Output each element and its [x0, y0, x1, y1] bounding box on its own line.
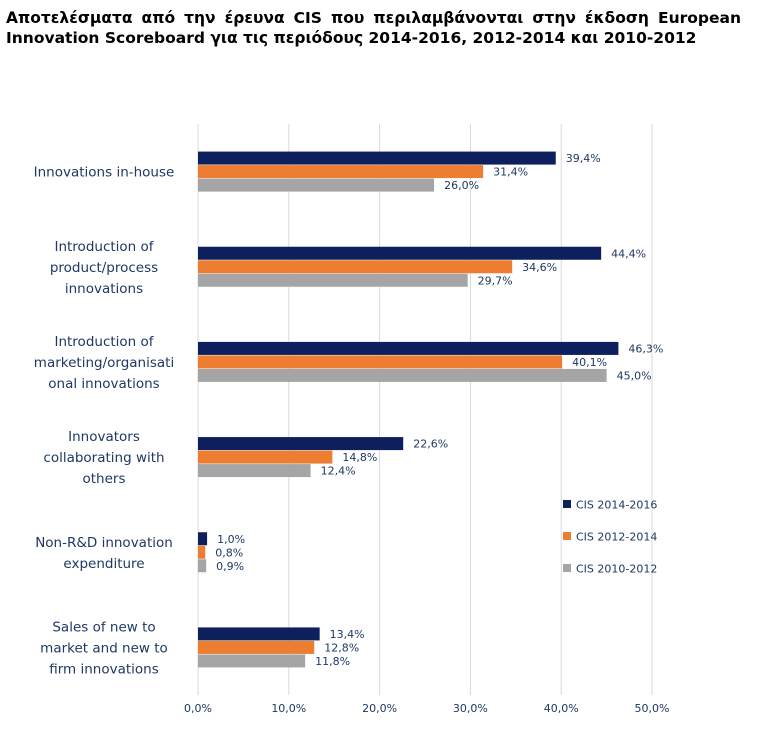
- legend-label: CIS 2010-2012: [576, 563, 657, 576]
- bar: [198, 260, 513, 274]
- data-label: 12,4%: [321, 465, 356, 478]
- data-label: 1,0%: [217, 533, 245, 546]
- bar: [198, 654, 306, 668]
- data-label: 44,4%: [611, 247, 646, 260]
- bar: [198, 437, 404, 451]
- legend-swatch: [563, 500, 571, 508]
- category-label: Innovators collaborating with others: [43, 429, 164, 487]
- bar: [198, 450, 333, 464]
- category-label: Introduction of product/process innovation…: [50, 239, 158, 297]
- category-label: Non-R&D innovation expenditure: [35, 535, 173, 572]
- data-label: 46,3%: [628, 342, 663, 355]
- data-label: 34,6%: [522, 261, 557, 274]
- x-tick-label: 20,0%: [362, 702, 397, 715]
- bar: [198, 246, 602, 260]
- data-label: 45,0%: [617, 369, 652, 382]
- data-label: 31,4%: [493, 166, 528, 179]
- data-label: 0,8%: [215, 546, 243, 559]
- x-tick-label: 30,0%: [453, 702, 488, 715]
- x-tick-label: 10,0%: [271, 702, 306, 715]
- bar: [198, 368, 607, 382]
- legend: CIS 2014-2016 CIS 2012-2014 CIS 2010-2012: [563, 499, 657, 576]
- category-labels: Innovations in-house Introduction of produ…: [34, 165, 175, 678]
- bar: [198, 640, 315, 654]
- bar: [198, 532, 208, 546]
- data-label: 11,8%: [315, 655, 350, 668]
- data-label: 0,9%: [216, 560, 244, 573]
- bar: [198, 627, 320, 641]
- bar: [198, 545, 206, 559]
- bar: [198, 151, 556, 165]
- data-label: 40,1%: [572, 356, 607, 369]
- chart-title: Αποτελέσματα από την έρευνα CIS που περι…: [6, 9, 741, 47]
- x-axis-ticks: 0,0% 10,0% 20,0% 30,0% 40,0% 50,0%: [184, 702, 669, 715]
- bars: [198, 151, 619, 668]
- data-label: 12,8%: [324, 641, 359, 654]
- data-labels: 39,4% 31,4% 26,0% 44,4% 34,6% 29,7% 46,3% 40,1%…: [215, 152, 663, 668]
- data-label: 26,0%: [444, 179, 479, 192]
- data-label: 29,7%: [478, 274, 513, 287]
- bar: [198, 273, 468, 287]
- legend-swatch: [563, 532, 571, 540]
- category-label: Introduction of marketing/organisati onal …: [34, 334, 174, 392]
- category-label: Innovations in-house: [34, 165, 175, 181]
- x-tick-label: 50,0%: [635, 702, 670, 715]
- bar: [198, 464, 311, 478]
- data-label: 39,4%: [566, 152, 601, 165]
- bar: [198, 559, 207, 573]
- legend-swatch: [563, 564, 571, 572]
- legend-label: CIS 2014-2016: [576, 499, 657, 512]
- data-label: 14,8%: [342, 451, 377, 464]
- legend-label: CIS 2012-2014: [576, 531, 657, 544]
- category-label: Sales of new to market and new to firm inn…: [40, 619, 168, 677]
- bar: [198, 341, 619, 355]
- x-tick-label: 40,0%: [544, 702, 579, 715]
- gridlines: [197, 124, 653, 695]
- data-label: 22,6%: [413, 438, 448, 451]
- bar: [198, 355, 563, 369]
- data-label: 13,4%: [330, 628, 365, 641]
- x-tick-label: 0,0%: [184, 702, 212, 715]
- bar: [198, 178, 435, 192]
- bar: [198, 165, 484, 179]
